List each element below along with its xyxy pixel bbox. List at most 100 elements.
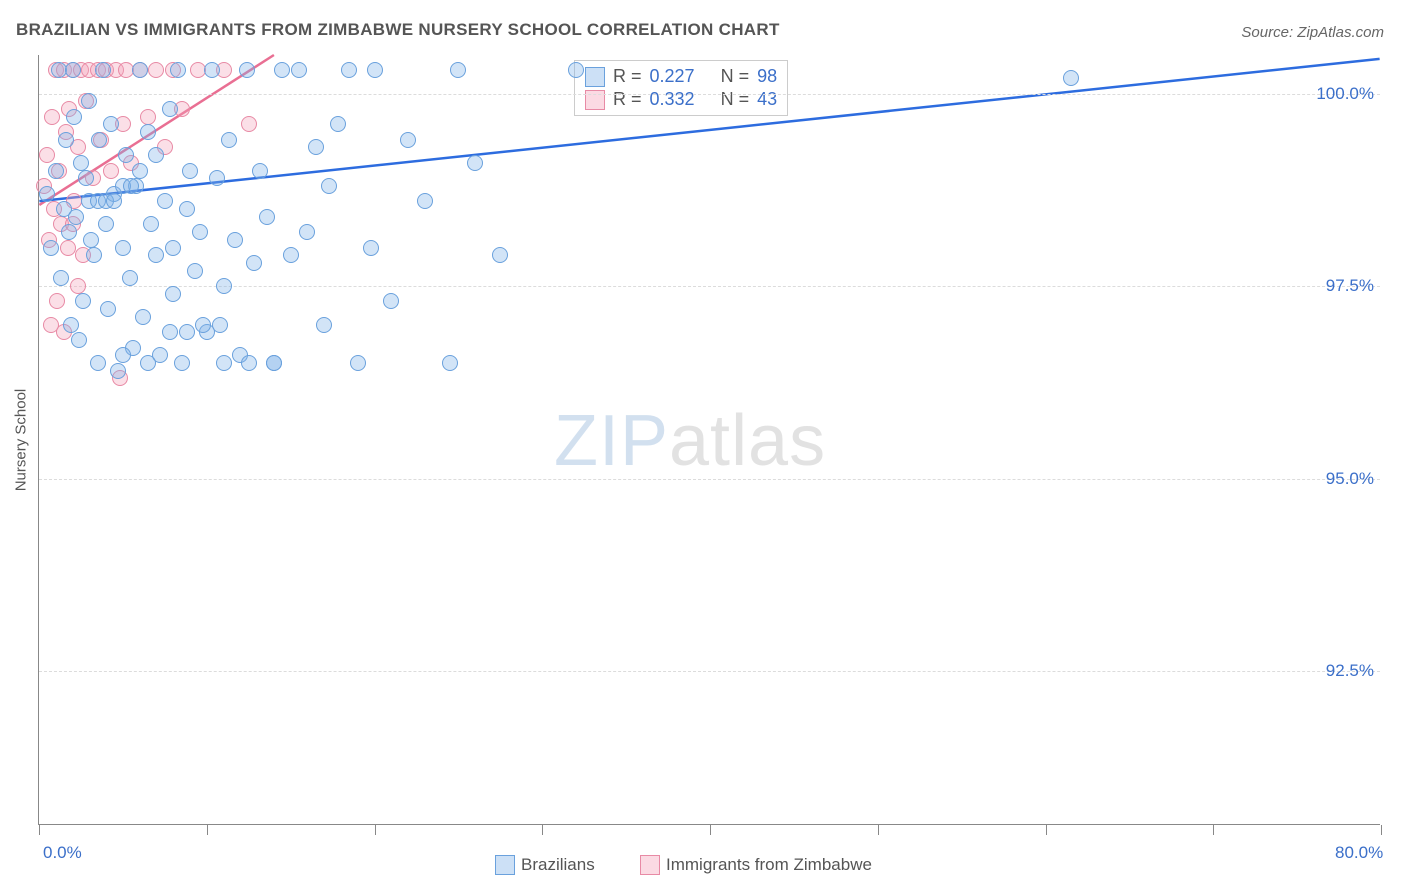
- point-brazilians: [400, 132, 416, 148]
- point-brazilians: [132, 163, 148, 179]
- point-brazilians: [209, 170, 225, 186]
- legend-swatch-blue: [495, 855, 515, 875]
- point-brazilians: [66, 109, 82, 125]
- point-brazilians: [291, 62, 307, 78]
- point-brazilians: [274, 62, 290, 78]
- point-brazilians: [299, 224, 315, 240]
- point-brazilians: [341, 62, 357, 78]
- legend-row-pink: R = 0.332 N = 43: [585, 88, 777, 111]
- x-tick: [375, 825, 376, 835]
- point-brazilians: [221, 132, 237, 148]
- point-brazilians: [140, 355, 156, 371]
- point-brazilians: [442, 355, 458, 371]
- point-brazilians: [39, 186, 55, 202]
- point-brazilians: [330, 116, 346, 132]
- gridline-h: [39, 286, 1380, 287]
- y-tick-label: 100.0%: [1308, 84, 1374, 104]
- point-brazilians: [103, 116, 119, 132]
- point-brazilians: [450, 62, 466, 78]
- legend-swatch-pink: [640, 855, 660, 875]
- point-zimbabwe: [148, 62, 164, 78]
- point-brazilians: [48, 163, 64, 179]
- x-tick: [542, 825, 543, 835]
- point-brazilians: [241, 355, 257, 371]
- point-brazilians: [78, 170, 94, 186]
- point-brazilians: [383, 293, 399, 309]
- legend-row-blue: R = 0.227 N = 98: [585, 65, 777, 88]
- y-tick-label: 92.5%: [1318, 661, 1374, 681]
- point-brazilians: [187, 263, 203, 279]
- point-brazilians: [75, 293, 91, 309]
- chart-container: BRAZILIAN VS IMMIGRANTS FROM ZIMBABWE NU…: [0, 0, 1406, 892]
- point-brazilians: [86, 247, 102, 263]
- point-brazilians: [216, 355, 232, 371]
- point-brazilians: [492, 247, 508, 263]
- point-brazilians: [246, 255, 262, 271]
- x-tick: [39, 825, 40, 835]
- legend-swatch-pink: [585, 90, 605, 110]
- point-brazilians: [43, 240, 59, 256]
- point-zimbabwe: [49, 293, 65, 309]
- x-tick-label: 0.0%: [43, 843, 82, 863]
- point-brazilians: [170, 62, 186, 78]
- point-brazilians: [259, 209, 275, 225]
- point-brazilians: [321, 178, 337, 194]
- point-brazilians: [90, 355, 106, 371]
- point-brazilians: [132, 62, 148, 78]
- point-brazilians: [165, 286, 181, 302]
- point-brazilians: [316, 317, 332, 333]
- x-tick: [1213, 825, 1214, 835]
- gridline-h: [39, 671, 1380, 672]
- trend-lines: [39, 55, 1380, 824]
- point-zimbabwe: [39, 147, 55, 163]
- plot-area: Nursery School ZIPatlas R = 0.227 N = 98…: [38, 55, 1380, 825]
- point-zimbabwe: [60, 240, 76, 256]
- point-brazilians: [100, 301, 116, 317]
- point-brazilians: [98, 216, 114, 232]
- point-brazilians: [118, 147, 134, 163]
- point-brazilians: [179, 324, 195, 340]
- y-tick-label: 95.0%: [1318, 469, 1374, 489]
- point-brazilians: [252, 163, 268, 179]
- point-brazilians: [53, 270, 69, 286]
- point-brazilians: [417, 193, 433, 209]
- point-brazilians: [363, 240, 379, 256]
- point-zimbabwe: [103, 163, 119, 179]
- point-brazilians: [179, 201, 195, 217]
- point-brazilians: [91, 132, 107, 148]
- point-brazilians: [162, 324, 178, 340]
- point-brazilians: [350, 355, 366, 371]
- correlation-legend: R = 0.227 N = 98 R = 0.332 N = 43: [574, 60, 788, 116]
- point-brazilians: [65, 62, 81, 78]
- chart-title: BRAZILIAN VS IMMIGRANTS FROM ZIMBABWE NU…: [16, 20, 780, 40]
- x-tick: [1381, 825, 1382, 835]
- point-brazilians: [95, 62, 111, 78]
- point-brazilians: [148, 247, 164, 263]
- point-brazilians: [106, 193, 122, 209]
- point-brazilians: [148, 147, 164, 163]
- point-brazilians: [115, 240, 131, 256]
- point-brazilians: [71, 332, 87, 348]
- point-zimbabwe: [241, 116, 257, 132]
- gridline-h: [39, 94, 1380, 95]
- point-brazilians: [63, 317, 79, 333]
- legend-swatch-blue: [585, 67, 605, 87]
- series-legend-pink: Immigrants from Zimbabwe: [640, 855, 872, 875]
- point-brazilians: [162, 101, 178, 117]
- point-brazilians: [195, 317, 211, 333]
- point-brazilians: [227, 232, 243, 248]
- x-tick: [207, 825, 208, 835]
- point-zimbabwe: [70, 278, 86, 294]
- point-brazilians: [204, 62, 220, 78]
- point-brazilians: [115, 347, 131, 363]
- point-zimbabwe: [44, 109, 60, 125]
- point-brazilians: [1063, 70, 1079, 86]
- point-brazilians: [216, 278, 232, 294]
- x-tick: [878, 825, 879, 835]
- y-tick-label: 97.5%: [1318, 276, 1374, 296]
- point-brazilians: [83, 232, 99, 248]
- y-axis-label: Nursery School: [13, 388, 30, 491]
- point-brazilians: [174, 355, 190, 371]
- point-brazilians: [165, 240, 181, 256]
- point-brazilians: [157, 193, 173, 209]
